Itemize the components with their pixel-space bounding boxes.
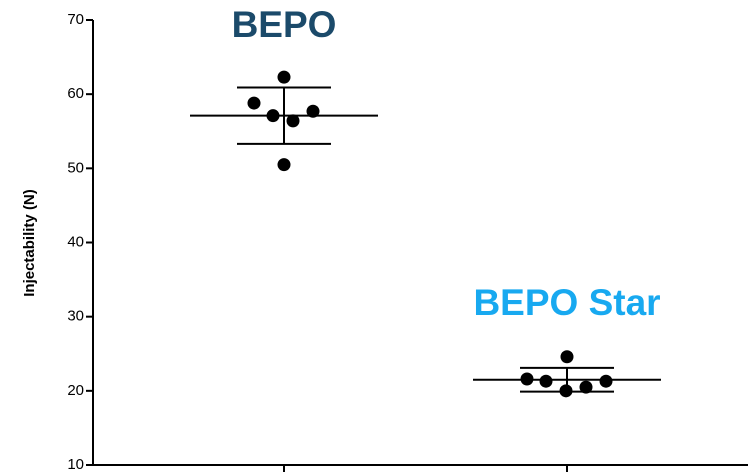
data-point — [277, 158, 291, 172]
data-point — [599, 374, 613, 388]
y-tick-label: 30 — [67, 308, 84, 325]
y-tick-label: 40 — [67, 233, 84, 250]
y-tick-label: 70 — [67, 11, 84, 28]
data-point — [520, 372, 534, 386]
y-tick-label: 10 — [67, 456, 84, 473]
data-point — [306, 104, 320, 118]
y-tick-label: 20 — [67, 382, 84, 399]
data-point — [247, 96, 261, 110]
data-point — [266, 109, 280, 123]
data-point — [286, 114, 300, 128]
group-label: BEPO — [232, 4, 337, 45]
y-tick-label: 50 — [67, 159, 84, 176]
data-point — [560, 350, 574, 364]
y-axis-label: Injectability (N) — [21, 189, 38, 297]
data-point — [277, 70, 291, 84]
data-point — [559, 384, 573, 398]
data-point — [579, 380, 593, 394]
group-label: BEPO Star — [473, 282, 660, 323]
y-tick-label: 60 — [67, 85, 84, 102]
data-point — [539, 374, 553, 388]
